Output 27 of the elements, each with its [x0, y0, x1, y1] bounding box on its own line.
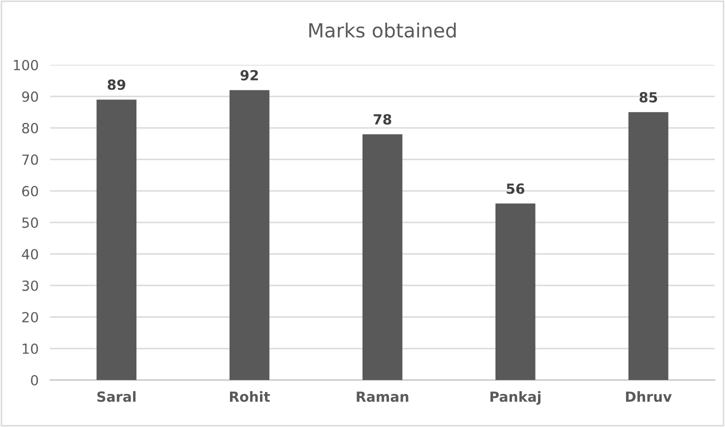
y-tick-label: 10	[22, 343, 38, 354]
y-tick-label: 40	[22, 248, 38, 260]
y-tick-label: 90	[22, 91, 38, 102]
y-tick-label: 20	[22, 312, 38, 322]
y-tick-label: 50	[22, 217, 38, 228]
bar	[628, 112, 668, 380]
data-label: 85	[640, 92, 658, 103]
data-label: 89	[108, 79, 126, 90]
x-tick-label: Pankaj	[490, 391, 540, 405]
chart-title: Marks obtained	[309, 22, 456, 38]
x-tick-label: Raman	[356, 392, 408, 402]
y-tick-label: 100	[14, 60, 38, 70]
bar	[96, 100, 136, 380]
data-label: 78	[374, 114, 392, 125]
bar	[495, 204, 536, 380]
bar	[230, 90, 270, 380]
x-tick-label: Rohit	[230, 391, 270, 402]
x-tick-label: Dhruv	[626, 391, 672, 402]
y-tick-label: 70	[22, 154, 38, 165]
y-tick-label: 0	[30, 375, 38, 386]
y-tick-label: 60	[22, 186, 38, 196]
data-label: 56	[506, 183, 524, 194]
y-tick-label: 30	[22, 280, 38, 291]
x-tick-label: Saral	[97, 391, 136, 402]
data-label: 92	[240, 70, 258, 80]
y-tick-label: 80	[22, 122, 38, 134]
bar	[362, 134, 402, 380]
